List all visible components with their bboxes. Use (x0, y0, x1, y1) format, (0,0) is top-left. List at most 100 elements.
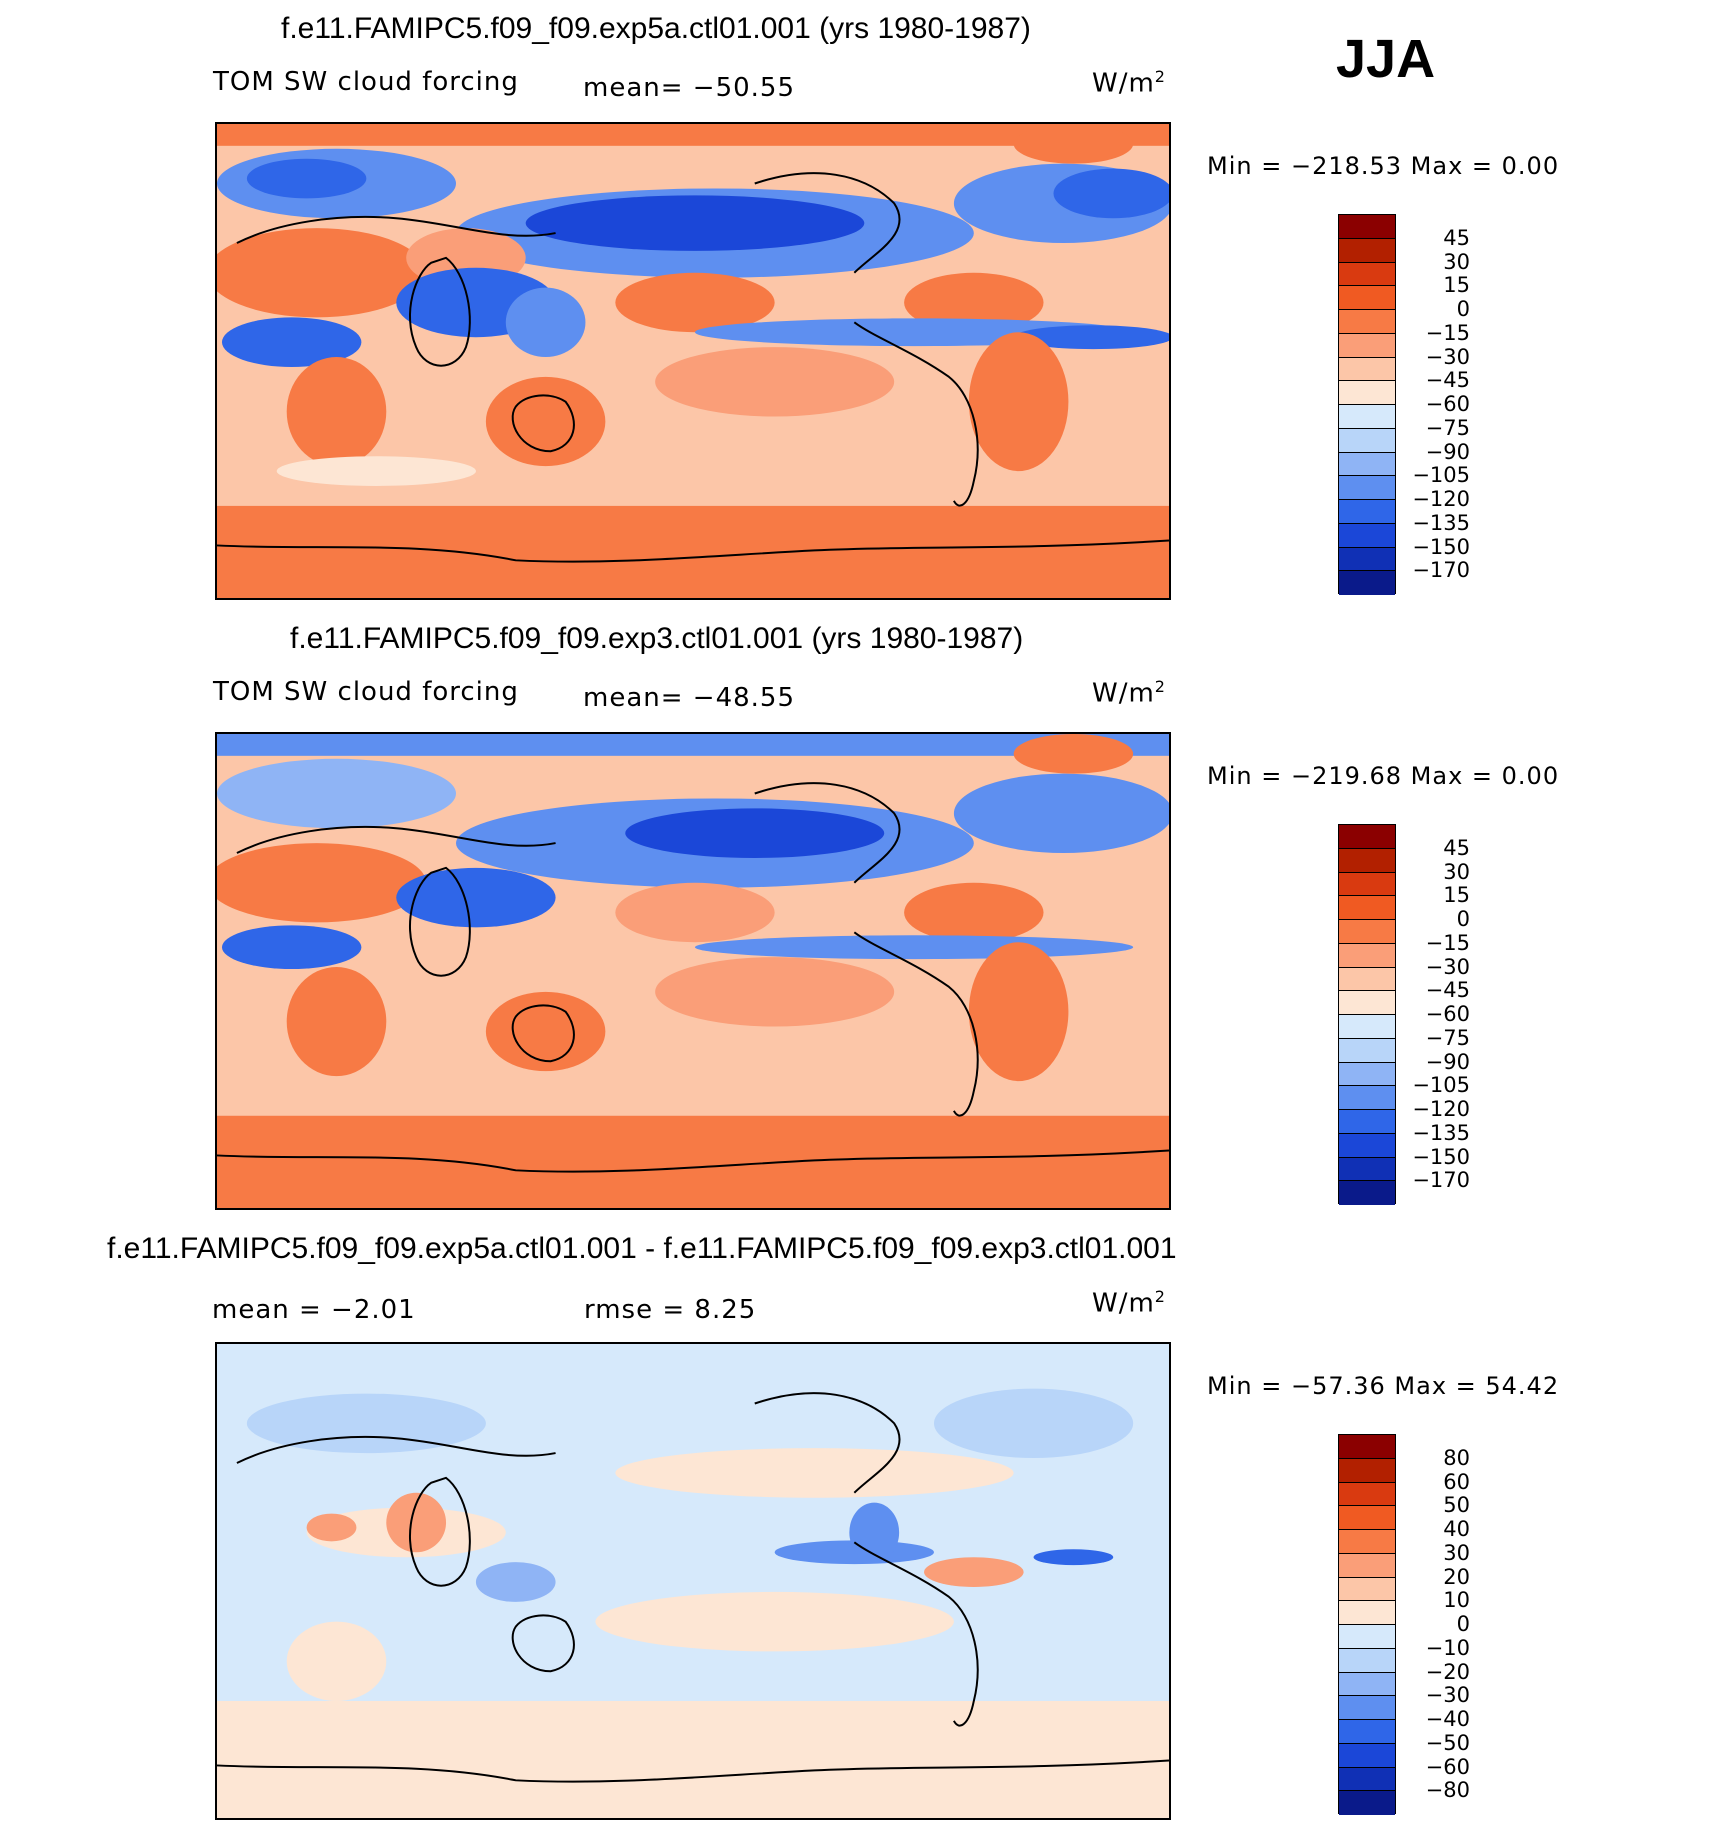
colorbar-swatch (1339, 357, 1395, 382)
colorbar-tick-label: −80 (1425, 1778, 1470, 1803)
colorbar-swatch (1339, 1601, 1395, 1625)
colorbar-swatch (1339, 1482, 1395, 1507)
colorbar-tick-label: −170 (1412, 558, 1470, 583)
colorbar-swatch (1339, 1743, 1395, 1768)
colorbar-tick-label: −120 (1412, 487, 1470, 511)
colorbar-tick-label: −30 (1425, 344, 1470, 369)
colorbar-swatch (1339, 381, 1395, 405)
colorbar-tick-label: 15 (1443, 883, 1470, 908)
colorbar-tick-label: −15 (1425, 930, 1470, 955)
colorbar-tick-label: 50 (1443, 1493, 1470, 1518)
colorbar-tick-label: −105 (1412, 1073, 1470, 1098)
colorbar-tick-label: −15 (1425, 320, 1470, 345)
colorbar-swatch (1339, 1062, 1395, 1087)
panel-2-title: f.e11.FAMIPC5.f09_f09.exp3.ctl01.001 (yr… (290, 622, 1024, 655)
colorbar-swatch (1339, 1553, 1395, 1578)
colorbar-tick-label: −45 (1425, 368, 1470, 393)
colorbar-swatch (1339, 476, 1395, 500)
colorbar-tick-label: 40 (1443, 1517, 1470, 1541)
colorbar-swatch (1339, 286, 1395, 310)
colorbar-swatch (1339, 1672, 1395, 1697)
panel-2-units: W/m2 (1092, 677, 1166, 709)
panel-3-units: W/m2 (1092, 1287, 1166, 1319)
colorbar-swatch (1339, 310, 1395, 334)
colorbar-swatch (1339, 1015, 1395, 1039)
panel-3-minmax: Min = −57.36 Max = 54.42 (1207, 1372, 1560, 1400)
colorbar-swatch (1339, 920, 1395, 944)
colorbar-swatch (1339, 1157, 1395, 1182)
colorbar-swatch (1339, 967, 1395, 992)
colorbar-tick-label: 45 (1443, 835, 1470, 860)
colorbar-swatch (1339, 1458, 1395, 1483)
colorbar-tick-label: −45 (1425, 978, 1470, 1003)
panel-2-map (215, 732, 1171, 1210)
colorbar-swatch (1339, 333, 1395, 358)
panel-3-map (215, 1342, 1171, 1820)
panel-2-colorbar (1338, 824, 1396, 1205)
panel-3-rmse: rmse = 8.25 (584, 1295, 757, 1325)
colorbar-swatch (1339, 1696, 1395, 1720)
colorbar-tick-label: −170 (1412, 1168, 1470, 1193)
colorbar-tick-label: 10 (1443, 1588, 1470, 1613)
colorbar-tick-label: 0 (1456, 1612, 1470, 1636)
panel-2-map-field (217, 734, 1169, 1208)
panel-1-colorbar (1338, 214, 1396, 595)
colorbar-swatch (1339, 1038, 1395, 1063)
panel-3-colorbar-labels: 80 60 50 40 30 20 10 0 −10 −20 −30 −40 −50 −60 −80 (1410, 1434, 1470, 1814)
colorbar-swatch (1339, 1648, 1395, 1673)
colorbar-tick-label: −60 (1425, 1754, 1470, 1779)
colorbar-tick-label: 30 (1443, 859, 1470, 884)
colorbar-swatch (1339, 1435, 1395, 1459)
colorbar-swatch (1339, 1767, 1395, 1792)
colorbar-swatch (1339, 238, 1395, 263)
colorbar-tick-label: −120 (1412, 1097, 1470, 1121)
season-label: JJA (1336, 29, 1436, 89)
colorbar-tick-label: 60 (1443, 1469, 1470, 1494)
colorbar-tick-label: −40 (1425, 1707, 1470, 1731)
colorbar-tick-label: 80 (1443, 1445, 1470, 1470)
colorbar-swatch (1339, 405, 1395, 429)
colorbar-tick-label: −150 (1412, 534, 1470, 559)
panel-2-mean: mean= −48.55 (583, 683, 796, 713)
panel-3-map-field (217, 1344, 1169, 1818)
colorbar-tick-label: 30 (1443, 1540, 1470, 1565)
panel-1-colorbar-labels: 45 30 15 0 −15 −30 −45 −60 −75 −90 −105 −120 −135 −15… (1410, 214, 1470, 594)
colorbar-swatch (1339, 523, 1395, 548)
colorbar-tick-label: −90 (1425, 1049, 1470, 1074)
colorbar-tick-label: −60 (1425, 1002, 1470, 1026)
colorbar-swatch (1339, 1625, 1395, 1649)
panel-3-title: f.e11.FAMIPC5.f09_f09.exp5a.ctl01.001 - … (107, 1232, 1177, 1265)
colorbar-tick-label: −30 (1425, 954, 1470, 979)
colorbar-tick-label: 30 (1443, 249, 1470, 274)
colorbar-tick-label: −20 (1425, 1659, 1470, 1684)
colorbar-swatch (1339, 500, 1395, 524)
colorbar-swatch (1339, 1086, 1395, 1110)
colorbar-tick-label: 0 (1456, 907, 1470, 931)
panel-1-mean: mean= −50.55 (583, 73, 796, 103)
colorbar-swatch (1339, 1506, 1395, 1530)
colorbar-swatch (1339, 825, 1395, 849)
colorbar-swatch (1339, 872, 1395, 897)
colorbar-tick-label: 15 (1443, 273, 1470, 298)
panel-3-mean: mean = −2.01 (212, 1295, 416, 1325)
colorbar-tick-label: −150 (1412, 1144, 1470, 1169)
colorbar-swatch (1339, 1791, 1395, 1815)
panel-2-colorbar-labels: 45 30 15 0 −15 −30 −45 −60 −75 −90 −105 −120 −135 −15… (1410, 824, 1470, 1204)
panel-1-units: W/m2 (1092, 67, 1166, 99)
colorbar-tick-label: −50 (1425, 1730, 1470, 1755)
colorbar-tick-label: −30 (1425, 1683, 1470, 1708)
colorbar-swatch (1339, 1577, 1395, 1602)
colorbar-swatch (1339, 452, 1395, 477)
colorbar-swatch (1339, 547, 1395, 572)
colorbar-swatch (1339, 848, 1395, 873)
panel-3-colorbar (1338, 1434, 1396, 1815)
colorbar-swatch (1339, 1110, 1395, 1134)
panel-1-title: f.e11.FAMIPC5.f09_f09.exp5a.ctl01.001 (y… (281, 12, 1031, 45)
colorbar-swatch (1339, 943, 1395, 968)
colorbar-tick-label: −90 (1425, 439, 1470, 464)
colorbar-tick-label: 20 (1443, 1564, 1470, 1589)
panel-1-map (215, 122, 1171, 600)
panel-2-minmax: Min = −219.68 Max = 0.00 (1207, 762, 1560, 790)
panel-1-minmax: Min = −218.53 Max = 0.00 (1207, 152, 1560, 180)
panel-2-variable-label: TOM SW cloud forcing (213, 677, 519, 707)
